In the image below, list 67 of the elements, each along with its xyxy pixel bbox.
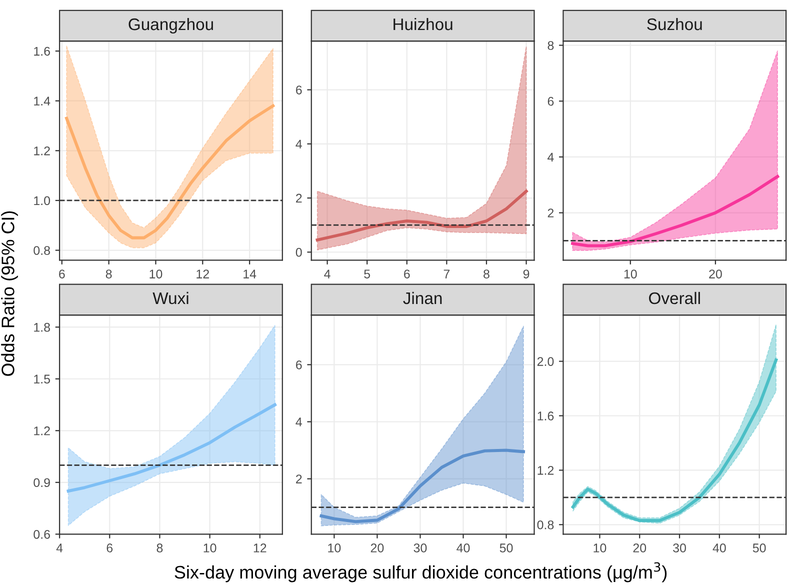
- line-series: [316, 190, 528, 242]
- y-tick-label: 0.8: [34, 246, 50, 255]
- x-axis-title: Six-day moving average sulfur dioxide concentrations (μg/m$^{3}$): [174, 562, 667, 582]
- chart-title: Guangzhou: [128, 18, 213, 34]
- line-series: [571, 174, 780, 248]
- y-tick-label: 0.6: [34, 530, 50, 539]
- x-tick-label: 5: [364, 270, 370, 278]
- x-tick-label: 10: [624, 270, 637, 278]
- x-tick-label: 8: [484, 270, 490, 278]
- y-tick-label: 1.8: [34, 322, 50, 332]
- x-tick-label: 6: [404, 270, 410, 278]
- y-tick-label: 1.5: [34, 374, 50, 384]
- y-tick-label: 4: [296, 418, 302, 426]
- chart-title: Suzhou: [647, 18, 702, 30]
- x-tick-label: 40: [712, 544, 726, 552]
- y-tick-label: 4: [548, 152, 554, 162]
- y-tick-label: 0.8: [537, 520, 554, 530]
- y-tick-label: 1.0: [34, 196, 50, 206]
- x-tick-label: 10: [594, 544, 606, 552]
- y-tick-label: 1.2: [34, 146, 50, 156]
- y-tick-label: 6: [296, 360, 302, 370]
- line-series: [66, 403, 276, 493]
- x-tick-label: 50: [752, 544, 766, 552]
- x-tick-label: 50: [500, 544, 513, 552]
- x-tick-label: 40: [456, 544, 470, 552]
- y-tick-label: 4: [296, 140, 302, 148]
- x-tick-label: 10: [150, 270, 162, 278]
- x-tick-label: 20: [370, 544, 384, 552]
- line-series: [320, 448, 526, 524]
- x-tick-label: 12: [196, 270, 209, 278]
- y-tick-label: 6: [548, 96, 554, 106]
- y-tick-label: 1.2: [538, 466, 554, 475]
- x-tick-label: 4: [56, 544, 63, 552]
- y-tick-label: 1.4: [34, 96, 50, 106]
- x-tick-label: 7: [444, 270, 450, 278]
- x-tick-label: 9: [523, 270, 530, 278]
- y-axis-title: Odds Ratio (95% CI): [1, 211, 18, 376]
- y-tick-label: 2: [296, 474, 302, 484]
- x-tick-label: 30: [414, 544, 427, 552]
- chart-title: Overall: [649, 292, 700, 304]
- y-tick-label: 2.0: [537, 357, 554, 366]
- x-tick-label: 12: [254, 544, 266, 552]
- x-tick-label: 10: [328, 544, 341, 552]
- y-tick-label: 1.2: [34, 426, 50, 436]
- x-tick-label: 30: [673, 544, 686, 552]
- x-tick-label: 20: [709, 270, 722, 278]
- x-tick-label: 10: [204, 544, 216, 552]
- y-tick-label: 1.6: [34, 46, 50, 56]
- y-tick-label: 2: [548, 208, 554, 218]
- line-series: [65, 104, 275, 240]
- chart-title: Huizhou: [394, 18, 452, 30]
- line-series: [571, 358, 778, 522]
- y-tick-label: 0.9: [34, 478, 50, 488]
- y-tick-label: 0: [296, 248, 302, 257]
- y-tick-label: 1.6: [538, 412, 554, 420]
- x-tick-label: 14: [244, 270, 256, 278]
- x-tick-label: 8: [106, 270, 112, 278]
- y-tick-label: 2: [296, 194, 302, 203]
- y-tick-label: 8: [548, 41, 554, 50]
- x-tick-label: 6: [59, 270, 65, 278]
- chart-title: Jinan: [403, 292, 442, 304]
- x-tick-label: 8: [156, 544, 163, 552]
- y-tick-label: 6: [296, 86, 302, 94]
- x-tick-label: 20: [633, 544, 646, 552]
- x-tick-label: 4: [324, 270, 330, 278]
- chart-title: Wuxi: [152, 292, 188, 304]
- x-tick-label: 6: [106, 544, 113, 552]
